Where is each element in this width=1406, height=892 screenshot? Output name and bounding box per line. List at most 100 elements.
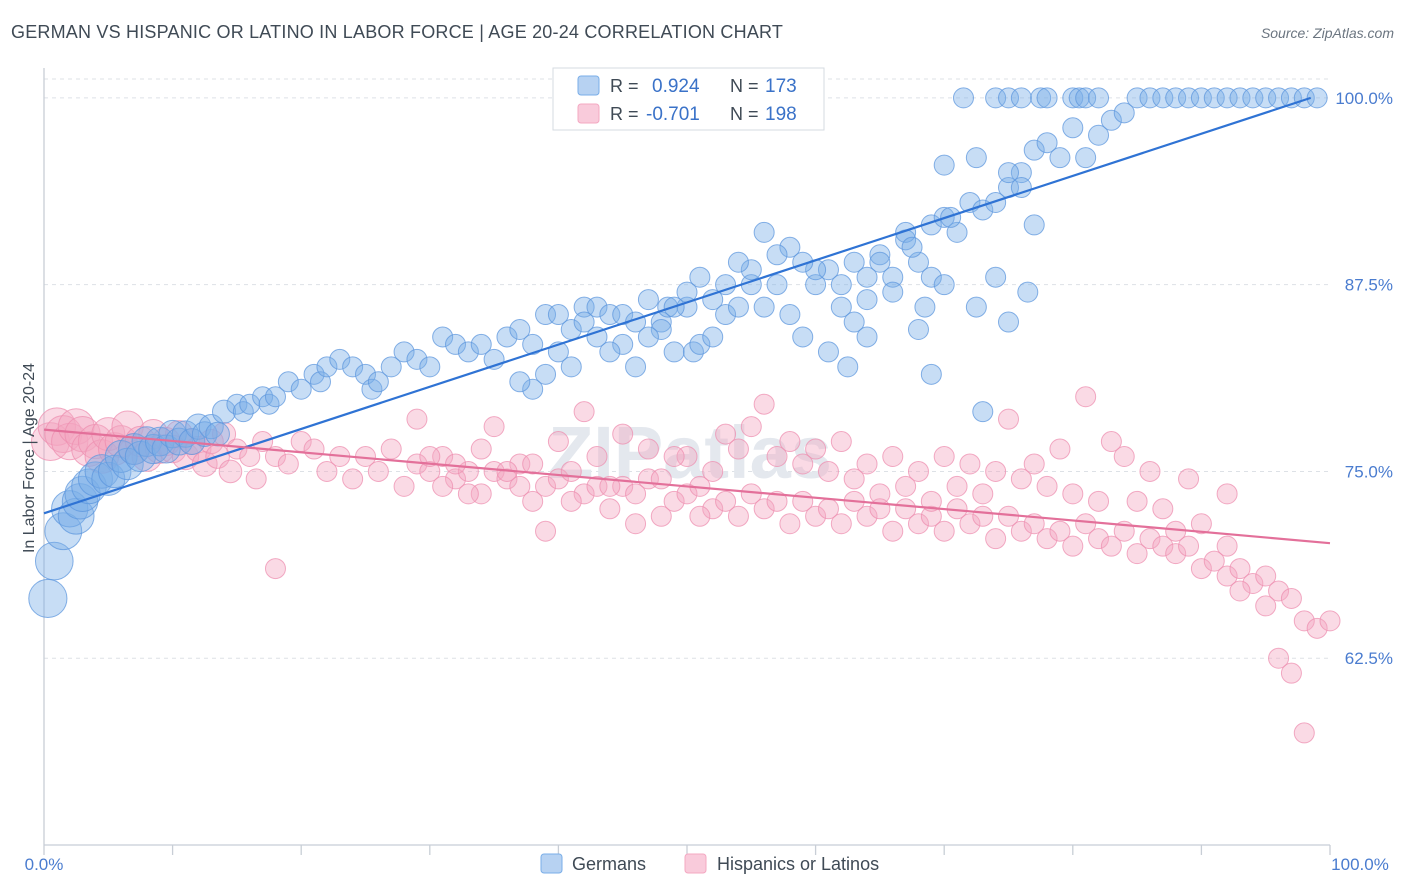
data-point: [406, 348, 428, 370]
data-point: [586, 296, 608, 318]
data-point: [1190, 513, 1212, 535]
data-point: [1126, 543, 1148, 565]
data-point: [1010, 162, 1032, 184]
data-point: [277, 371, 299, 393]
data-point: [952, 87, 974, 109]
data-point: [914, 296, 936, 318]
data-point: [1113, 102, 1135, 124]
data-point: [264, 558, 286, 580]
data-point: [586, 475, 608, 497]
data-point: [1203, 87, 1225, 109]
data-point: [907, 460, 929, 482]
data-point: [830, 431, 852, 453]
data-point: [882, 281, 904, 303]
data-point: [965, 147, 987, 169]
data-point: [702, 326, 724, 348]
data-point: [869, 251, 891, 273]
data-point: [972, 199, 994, 221]
data-point: [920, 266, 942, 288]
data-point: [445, 453, 467, 475]
data-point: [1010, 468, 1032, 490]
data-point: [663, 341, 685, 363]
data-point: [560, 356, 582, 378]
data-point: [573, 311, 595, 333]
data-point: [1075, 87, 1097, 109]
x-ticks: [43, 845, 1331, 855]
data-point: [535, 304, 557, 326]
data-point: [766, 244, 788, 266]
data-point: [264, 386, 286, 408]
data-point: [817, 259, 839, 281]
data-point: [367, 371, 389, 393]
data-point: [907, 318, 929, 340]
stats-r-label-hispanics: R =: [610, 104, 639, 124]
data-point: [702, 498, 724, 520]
data-point: [1216, 535, 1238, 557]
stats-legend-swatch-germans: [577, 75, 600, 96]
data-point: [843, 251, 865, 273]
data-point: [586, 326, 608, 348]
trend-line-germans: [43, 96, 1312, 515]
data-point: [779, 236, 801, 258]
data-point: [625, 513, 647, 535]
data-point: [1126, 87, 1148, 109]
data-point: [1268, 647, 1290, 669]
data-point: [663, 490, 685, 512]
data-point: [843, 311, 865, 333]
data-point: [1062, 535, 1084, 557]
data-point: [1030, 87, 1052, 109]
data-point: [972, 401, 994, 423]
data-point: [342, 468, 364, 490]
data-point: [419, 446, 441, 467]
data-point: [676, 296, 698, 318]
data-point: [753, 296, 775, 318]
trend-line-hispanics: [43, 428, 1331, 545]
data-point: [856, 453, 878, 475]
data-point: [650, 318, 672, 340]
data-point: [522, 333, 544, 355]
data-point: [1100, 109, 1122, 131]
data-point: [895, 498, 917, 520]
data-point: [522, 378, 544, 400]
grid-lines: [44, 78, 1330, 659]
data-point: [715, 423, 737, 445]
data-point: [817, 460, 839, 482]
legend-swatch-hispanics: [684, 853, 707, 874]
data-point: [985, 528, 1007, 550]
stats-n-value-germans: 173: [765, 76, 797, 97]
data-point: [792, 453, 814, 475]
data-point: [1036, 475, 1058, 497]
data-point: [380, 438, 402, 460]
legend-label-hispanics: Hispanics or Latinos: [717, 854, 879, 874]
data-point: [689, 505, 711, 527]
data-point: [522, 490, 544, 512]
data-point: [367, 460, 389, 482]
data-point: [1152, 498, 1174, 520]
data-point: [316, 356, 338, 378]
data-point: [676, 446, 698, 467]
data-point: [1190, 558, 1212, 580]
data-point: [1010, 177, 1032, 199]
data-point: [1139, 528, 1161, 550]
data-point: [817, 341, 839, 363]
data-point: [650, 468, 672, 490]
legend-swatch-germans: [540, 853, 563, 874]
data-point: [1088, 528, 1110, 550]
data-point: [1017, 281, 1039, 303]
data-point: [920, 505, 942, 527]
data-point: [1062, 117, 1084, 139]
data-point: [830, 296, 852, 318]
data-point: [1049, 520, 1071, 542]
data-point: [1152, 87, 1174, 109]
data-point: [245, 468, 267, 490]
data-point: [766, 446, 788, 467]
stats-n-label-germans: N =: [730, 76, 759, 96]
y-tick-label: 87.5%: [1345, 276, 1393, 295]
data-point: [1088, 87, 1110, 109]
data-point: [625, 483, 647, 505]
data-point: [1165, 543, 1187, 565]
source-label: Source: ZipAtlas.com: [1260, 25, 1394, 41]
data-point: [869, 483, 891, 505]
data-point: [843, 468, 865, 490]
